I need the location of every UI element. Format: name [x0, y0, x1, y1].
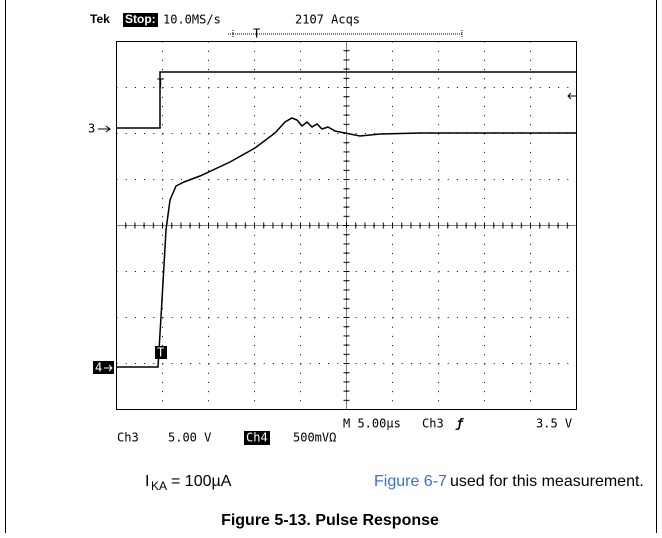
ch4-scale: 500mVΩ	[293, 431, 336, 445]
status-box	[123, 13, 158, 27]
ch4-label: Ch4	[246, 431, 268, 445]
ch3-marker: 3	[88, 122, 95, 136]
record-bracket	[228, 30, 463, 38]
ch4-trigger-marker: T	[157, 346, 164, 360]
note-value: = 100µA	[171, 473, 232, 490]
trigger-marker: T	[253, 27, 260, 41]
trigger-source: Ch3	[422, 417, 444, 431]
ch3-label: Ch3	[117, 431, 139, 445]
trigger-slope: ƒ	[455, 417, 464, 431]
ch3-trigger-marker: T	[157, 77, 164, 91]
ch4-arrow	[104, 364, 113, 372]
level-arrow	[567, 92, 577, 100]
ch4-trigger-box	[155, 346, 167, 359]
caption: Figure 5-13. Pulse Response	[221, 512, 439, 529]
acquisitions: 2107 Acqs	[295, 13, 360, 27]
figure-link[interactable]: Figure 6-7	[374, 473, 447, 490]
ch3-scale: 5.00 V	[168, 431, 211, 445]
brand: Tek	[90, 12, 110, 26]
ch4-marker: 4	[95, 361, 102, 375]
note-text: used for this measurement.	[450, 473, 644, 490]
timebase: M 5.00µs	[343, 417, 401, 431]
ch4-trace	[116, 117, 577, 368]
note-symbol: I	[145, 473, 149, 490]
ch3-arrow	[98, 125, 111, 133]
ch4-label-box	[244, 431, 270, 445]
ch3-trace	[116, 71, 577, 129]
sample-rate: 10.0MS/s	[163, 13, 221, 27]
note-subscript: KA	[151, 479, 167, 493]
status: Stop:	[125, 12, 156, 26]
trigger-level: 3.5 V	[536, 417, 572, 431]
